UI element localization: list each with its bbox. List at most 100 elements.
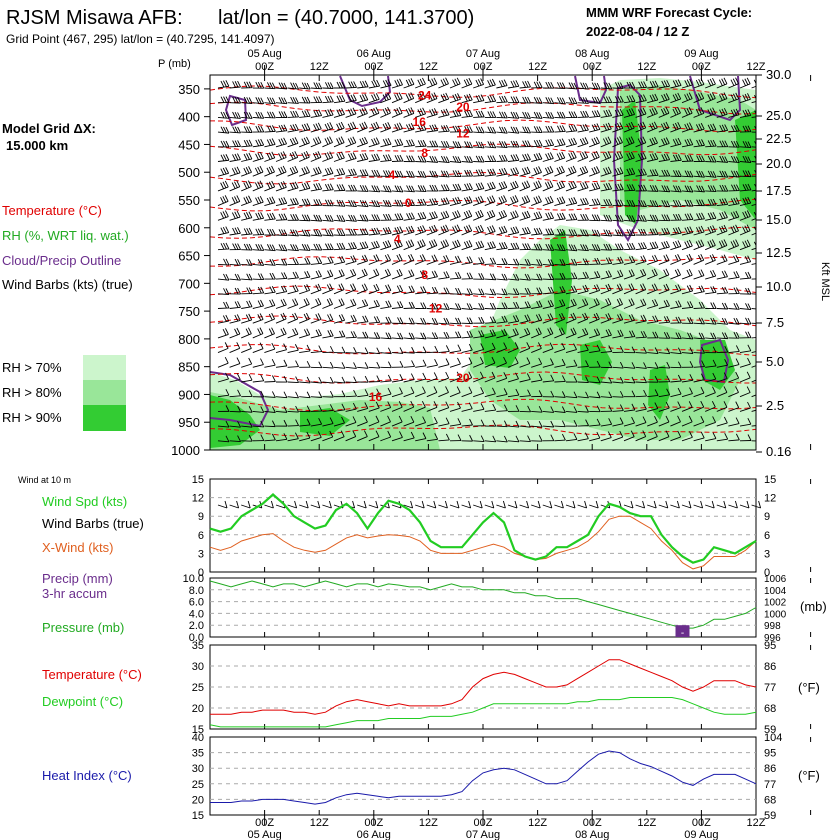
model-grid-value: 15.000 km bbox=[6, 138, 68, 153]
right-tick-label: 15 bbox=[764, 474, 776, 486]
legend-item: Wind Barbs (kts) (true) bbox=[2, 277, 133, 292]
right-tick-label: 3 bbox=[764, 548, 770, 560]
pressure-tick-label: 1006 bbox=[764, 574, 787, 585]
y-tick-label: 25 bbox=[192, 682, 204, 694]
precip-pressure-label: Precip (mm) bbox=[42, 571, 113, 586]
temperature-contour-label: 4 bbox=[389, 168, 396, 182]
right-tick-label: 68 bbox=[764, 703, 776, 715]
y-tick-label: 35 bbox=[192, 640, 204, 652]
temp-dew-label: Dewpoint (°C) bbox=[42, 694, 123, 709]
surface-panels: Wind at 10 m Wind Spd (kts) Wind Barbs (tr… bbox=[18, 474, 827, 822]
wind-legend-label: Wind Spd (kts) bbox=[42, 494, 127, 509]
grid-point-label: Grid Point (467, 295) lat/lon = (40.7295… bbox=[6, 32, 275, 46]
time-tick-label: 12Z bbox=[419, 61, 438, 73]
pressure-tick-label: 500 bbox=[178, 165, 200, 180]
heat-index-unit: (°F) bbox=[798, 768, 820, 783]
cross-section-axes: P (mb) 350 400 450 500 550 600 650 700 750 800 850 9… bbox=[158, 58, 831, 459]
y-tick-label: 35 bbox=[192, 748, 204, 760]
height-tick-label: 10.0 bbox=[766, 279, 791, 294]
precip-tick-label: 8.0 bbox=[189, 585, 204, 597]
pressure-tick-label: 850 bbox=[178, 360, 200, 375]
temp-unit: (°F) bbox=[798, 680, 820, 695]
pressure-tick-label: 1004 bbox=[764, 586, 787, 597]
precip-tick-label: 4.0 bbox=[189, 608, 204, 620]
right-tick-label: 77 bbox=[764, 779, 776, 791]
height-tick-label: 17.5 bbox=[766, 183, 791, 198]
height-tick-label: 5.0 bbox=[766, 354, 784, 369]
right-tick-label: 6 bbox=[764, 530, 770, 542]
model-grid-label: Model Grid ΔX: bbox=[2, 121, 96, 136]
temperature-contour-label: 24 bbox=[418, 89, 432, 103]
right-tick-label: 12 bbox=[764, 493, 776, 505]
right-tick-label: 0 bbox=[764, 567, 770, 579]
precip-tick-label: 2.0 bbox=[189, 620, 204, 632]
date-label: 05 Aug bbox=[247, 829, 281, 840]
pressure-tick-label: 700 bbox=[178, 276, 200, 291]
precip-pressure-label: 3-hr accum bbox=[42, 586, 107, 601]
date-label: 06 Aug bbox=[357, 48, 391, 60]
wind-legend-label: X-Wind (kts) bbox=[42, 540, 114, 555]
date-label: 05 Aug bbox=[247, 48, 281, 60]
legend-item: RH (%, WRT liq. wat.) bbox=[2, 228, 129, 243]
right-tick-label: 77 bbox=[764, 682, 776, 694]
pressure-tick-label: 350 bbox=[178, 82, 200, 97]
height-tick-label: 15.0 bbox=[766, 212, 791, 227]
precip-bar-label: - bbox=[681, 628, 684, 639]
right-tick-label: 95 bbox=[764, 640, 776, 652]
dewpoint-line bbox=[209, 697, 757, 728]
right-tick-label: 104 bbox=[764, 732, 782, 744]
height-tick-label: 7.5 bbox=[766, 315, 784, 330]
pressure-tick-label: 750 bbox=[178, 304, 200, 319]
temp-dew-label: Temperature (°C) bbox=[42, 667, 142, 682]
temperature-contour-label: 16 bbox=[369, 390, 383, 404]
right-tick-label: 68 bbox=[764, 794, 776, 806]
legend-item: Temperature (°C) bbox=[2, 203, 102, 218]
forecast-cycle-title: MMM WRF Forecast Cycle: bbox=[586, 5, 752, 20]
height-axis-title: Kft MSL bbox=[819, 262, 831, 301]
rh-level-label: RH > 90% bbox=[2, 410, 62, 425]
temperature-contour-label: 20 bbox=[456, 100, 470, 114]
rh-level-label: RH > 80% bbox=[2, 385, 62, 400]
height-tick-label: 20.0 bbox=[766, 156, 791, 171]
date-label: 08 Aug bbox=[575, 48, 609, 60]
pressure-tick-label: 996 bbox=[764, 633, 781, 644]
pressure-tick-label: 450 bbox=[178, 137, 200, 152]
right-tick-label: 86 bbox=[764, 763, 776, 775]
rh-swatch bbox=[83, 405, 126, 431]
temperature-contour-label: 12 bbox=[456, 126, 470, 140]
legend-item: Cloud/Precip Outline bbox=[2, 253, 121, 268]
y-tick-label: 6 bbox=[198, 530, 204, 542]
wind-panel-title: Wind at 10 m bbox=[18, 475, 71, 485]
y-tick-label: 0 bbox=[198, 567, 204, 579]
precip-bar bbox=[675, 625, 690, 637]
y-tick-label: 9 bbox=[198, 511, 204, 523]
right-tick-label: 59 bbox=[764, 724, 776, 736]
date-label: 06 Aug bbox=[357, 829, 391, 840]
pressure-tick-label: 900 bbox=[178, 387, 200, 402]
rh-swatch bbox=[83, 380, 126, 406]
pressure-tick-label: 1002 bbox=[764, 598, 787, 609]
time-tick-label: 12Z bbox=[310, 817, 329, 829]
right-tick-label: 86 bbox=[764, 661, 776, 673]
time-tick-label: 12Z bbox=[637, 61, 656, 73]
height-tick-label: 30.0 bbox=[766, 67, 791, 82]
pressure-tick-label: 800 bbox=[178, 332, 200, 347]
y-tick-label: 15 bbox=[192, 724, 204, 736]
y-tick-label: 15 bbox=[192, 810, 204, 822]
x-wind-line bbox=[209, 515, 757, 570]
y-tick-label: 15 bbox=[192, 474, 204, 486]
y-tick-label: 30 bbox=[192, 763, 204, 775]
cross-section-legend: Temperature (°C) RH (%, WRT liq. wat.) Clo… bbox=[2, 203, 133, 292]
date-label: 09 Aug bbox=[684, 829, 718, 840]
time-tick-label: 12Z bbox=[637, 817, 656, 829]
pressure-tick-label: 400 bbox=[178, 110, 200, 125]
pressure-axis-title: P (mb) bbox=[158, 58, 191, 70]
pressure-tick-label: 1000 bbox=[764, 609, 787, 620]
y-tick-label: 40 bbox=[192, 732, 204, 744]
temperature-contour-label: 8 bbox=[421, 146, 428, 160]
wind-legend-label: Wind Barbs (true) bbox=[42, 516, 144, 531]
temperature-contour-label: 0 bbox=[405, 196, 412, 210]
